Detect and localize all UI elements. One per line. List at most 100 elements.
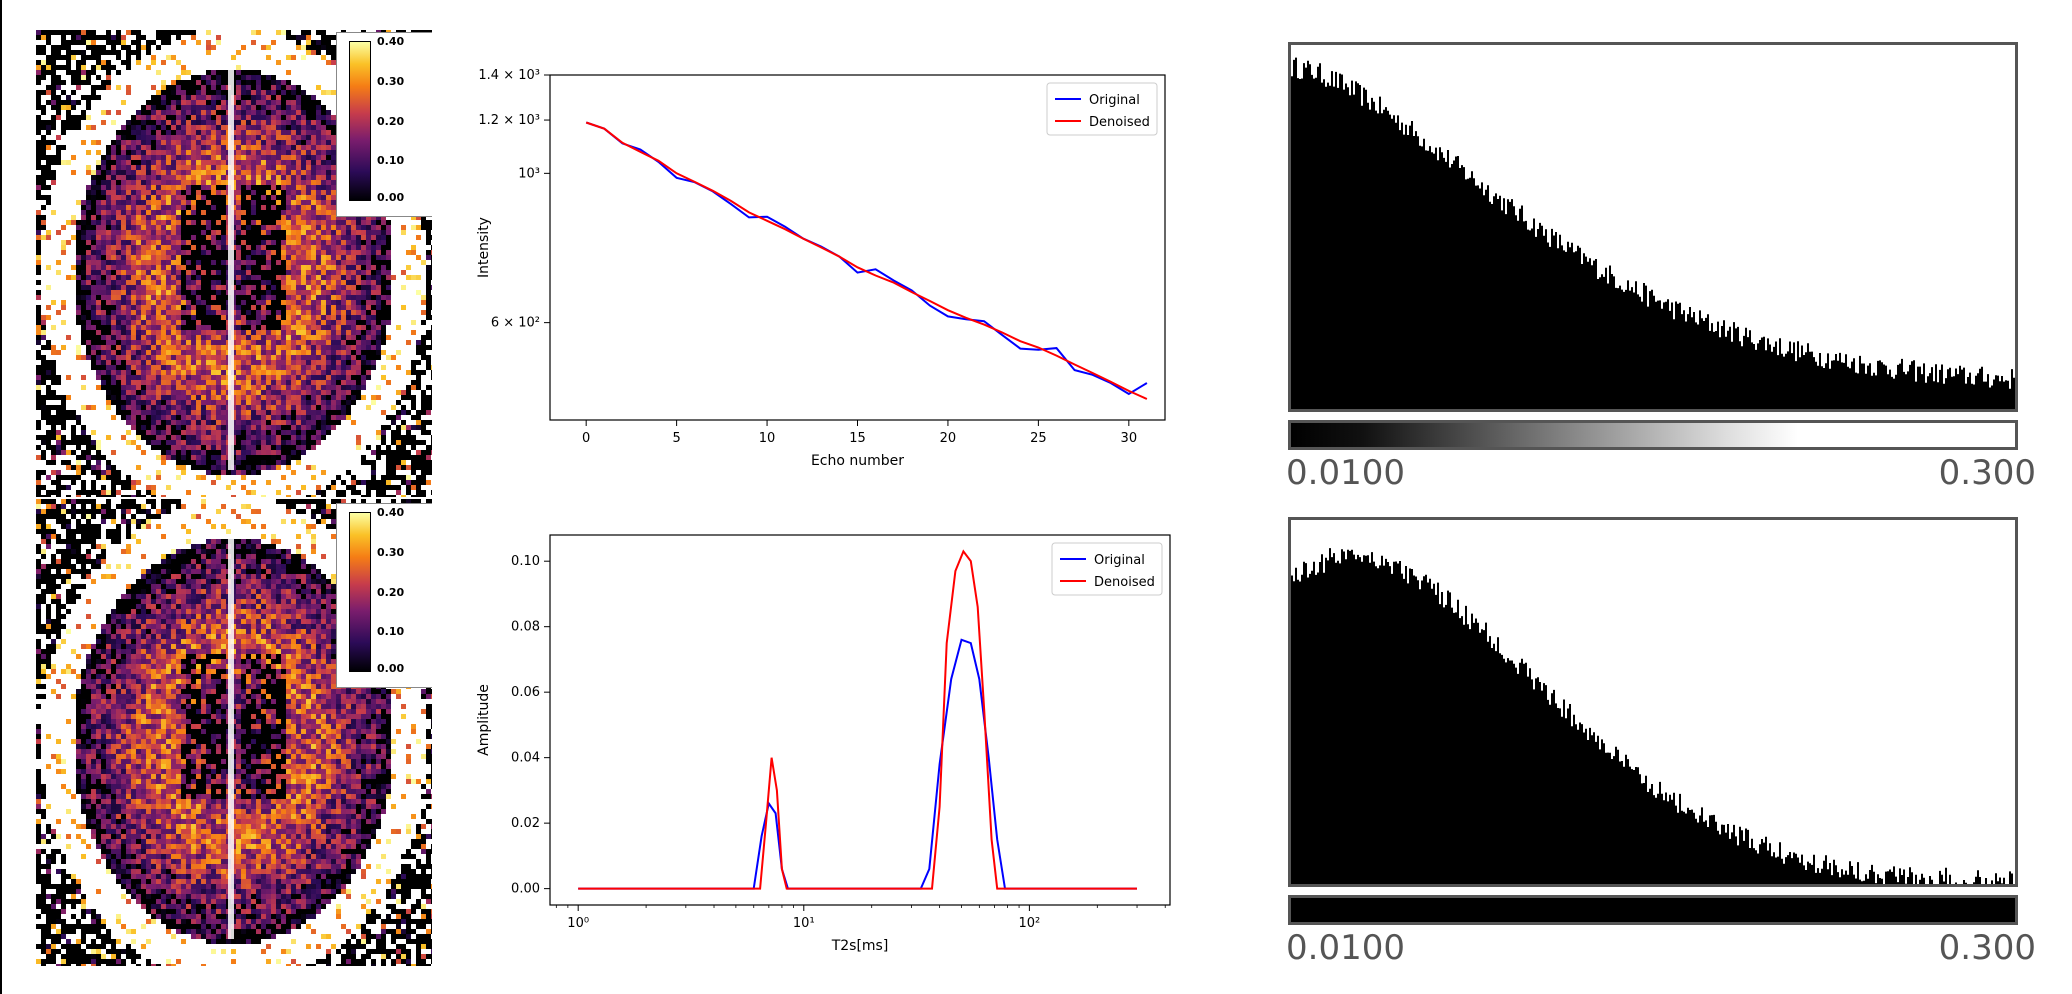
- brain-voxel: [171, 100, 176, 105]
- brain-voxel: [146, 185, 151, 190]
- brain-voxel: [206, 35, 211, 40]
- brain-voxel: [291, 160, 296, 165]
- brain-voxel: [96, 270, 101, 275]
- brain-voxel: [286, 95, 291, 100]
- brain-voxel: [381, 225, 386, 230]
- brain-voxel: [286, 70, 291, 75]
- brain-voxel: [66, 135, 71, 140]
- brain-voxel: [51, 340, 56, 345]
- brain-voxel: [276, 355, 281, 360]
- brain-voxel: [36, 185, 41, 190]
- brain-voxel: [171, 70, 176, 75]
- brain-voxel: [181, 345, 186, 350]
- brain-voxel: [136, 145, 141, 150]
- brain-voxel: [311, 300, 316, 305]
- brain-voxel: [391, 400, 396, 405]
- brain-voxel: [306, 55, 311, 60]
- brain-voxel: [46, 80, 51, 85]
- brain-voxel: [176, 235, 181, 240]
- brain-voxel: [161, 260, 166, 265]
- brain-voxel: [196, 115, 201, 120]
- brain-voxel: [246, 335, 251, 340]
- brain-voxel: [91, 310, 96, 315]
- brain-voxel: [66, 95, 71, 100]
- brain-voxel: [206, 145, 211, 150]
- brain-voxel: [316, 215, 321, 220]
- brain-voxel: [201, 370, 206, 375]
- brain-voxel: [256, 135, 261, 140]
- brain-voxel: [246, 330, 251, 335]
- brain-voxel: [91, 220, 96, 225]
- brain-voxel: [406, 290, 411, 295]
- brain-voxel: [126, 130, 131, 135]
- brain-voxel: [236, 150, 241, 155]
- brain-voxel: [221, 375, 226, 380]
- brain-voxel: [391, 240, 396, 245]
- brain-voxel: [281, 135, 286, 140]
- brain-voxel: [241, 110, 246, 115]
- brain-voxel: [76, 150, 81, 155]
- brain-voxel: [286, 145, 291, 150]
- brain-voxel: [116, 185, 121, 190]
- brain-voxel: [161, 90, 166, 95]
- brain-voxel: [81, 75, 86, 80]
- brain-voxel: [71, 285, 76, 290]
- brain-voxel: [71, 65, 76, 70]
- brain-voxel: [276, 120, 281, 125]
- brain-voxel: [181, 250, 186, 255]
- brain-voxel: [156, 80, 161, 85]
- brain-voxel: [166, 140, 171, 145]
- brain-voxel: [46, 330, 51, 335]
- brain-voxel: [81, 270, 86, 275]
- brain-voxel: [316, 235, 321, 240]
- brain-voxel: [66, 75, 71, 80]
- brain-voxel: [61, 225, 66, 230]
- brain-voxel: [101, 70, 106, 75]
- brain-voxel: [146, 340, 151, 345]
- brain-voxel: [131, 120, 136, 125]
- brain-voxel: [286, 340, 291, 345]
- brain-voxel: [171, 55, 176, 60]
- brain-voxel: [161, 380, 166, 385]
- brain-voxel: [201, 140, 206, 145]
- brain-voxel: [111, 170, 116, 175]
- brain-voxel: [321, 275, 326, 280]
- brain-voxel: [291, 380, 296, 385]
- brain-voxel: [351, 260, 356, 265]
- brain-voxel: [401, 380, 406, 385]
- brain-voxel: [206, 45, 211, 50]
- brain-voxel: [421, 245, 426, 250]
- brain-voxel: [96, 280, 101, 285]
- brain-voxel: [301, 250, 306, 255]
- brain-voxel: [271, 30, 276, 35]
- brain-voxel: [341, 285, 346, 290]
- brain-voxel: [286, 335, 291, 340]
- brain-voxel: [181, 385, 186, 390]
- brain-voxel: [166, 375, 171, 380]
- brain-voxel: [121, 285, 126, 290]
- brain-voxel: [116, 250, 121, 255]
- brain-voxel: [126, 195, 131, 200]
- brain-voxel: [216, 270, 221, 275]
- brain-voxel: [151, 80, 156, 85]
- brain-voxel: [336, 250, 341, 255]
- brain-voxel: [286, 265, 291, 270]
- brain-voxel: [251, 345, 256, 350]
- brain-voxel: [171, 120, 176, 125]
- brain-voxel: [131, 150, 136, 155]
- brain-voxel: [301, 385, 306, 390]
- brain-voxel: [161, 365, 166, 370]
- brain-voxel: [241, 75, 246, 80]
- brain-voxel: [176, 240, 181, 245]
- brain-voxel: [421, 380, 426, 385]
- brain-voxel: [236, 265, 241, 270]
- brain-voxel: [101, 295, 106, 300]
- brain-voxel: [181, 120, 186, 125]
- brain-voxel: [61, 75, 66, 80]
- brain-voxel: [56, 230, 61, 235]
- brain-voxel: [321, 75, 326, 80]
- brain-voxel: [171, 275, 176, 280]
- brain-voxel: [171, 285, 176, 290]
- brain-voxel: [161, 55, 166, 60]
- brain-voxel: [81, 135, 86, 140]
